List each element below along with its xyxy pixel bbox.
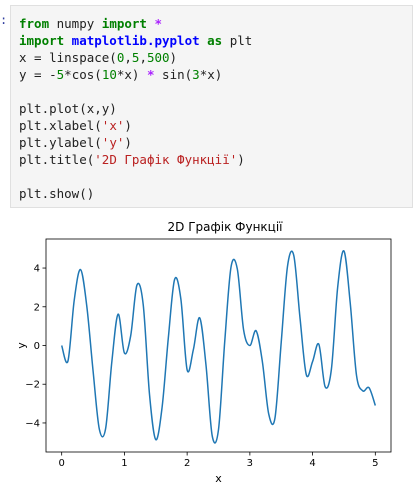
x-tick-label: 5 <box>372 458 378 469</box>
output-area: 2D Графік Функції 0 1 2 3 4 5 −4 −2 0 2 4 x y <box>0 214 414 485</box>
code-token: ) <box>124 118 132 133</box>
code-token: 'x' <box>101 118 125 133</box>
code-token: plt.plot(x,y) <box>19 101 117 116</box>
code-line: import matplotlib.pyplot as plt <box>19 32 252 49</box>
cell-prompt: : <box>0 13 8 27</box>
y-tick-label: 4 <box>34 264 40 275</box>
y-tick-label: −2 <box>25 380 40 391</box>
code-token: *x) <box>116 67 147 82</box>
y-axis-label: y <box>15 342 28 349</box>
code-token: from <box>19 16 50 31</box>
code-token: , <box>124 50 132 65</box>
code-token: , <box>139 50 147 65</box>
code-token: 0 <box>116 50 125 65</box>
code-token: 3 <box>192 67 200 82</box>
code-token: plt.ylabel( <box>19 135 102 150</box>
code-line: y = -5*cos(10*x) * sin(3*x) <box>19 66 252 83</box>
code-token: ) <box>169 50 178 65</box>
code-token: 'y' <box>101 135 125 150</box>
code-line <box>19 168 252 185</box>
code-token: * <box>154 16 163 31</box>
code-token: plt.show() <box>19 186 95 201</box>
code-token: ) <box>124 135 132 150</box>
code-line: from numpy import * <box>19 15 252 32</box>
x-tick-label: 4 <box>309 458 315 469</box>
x-tick-label: 3 <box>247 458 253 469</box>
series-line <box>60 250 377 444</box>
code-token: matplotlib.pyplot <box>64 33 208 48</box>
code-cell[interactable]: from numpy import * import matplotlib.pyp… <box>10 5 413 208</box>
code-token: 500 <box>146 50 170 65</box>
code-token: 5 <box>56 67 65 82</box>
code-token: *cos( <box>64 67 102 82</box>
chart-title: 2D Графік Функції <box>168 220 284 234</box>
x-tick-label: 1 <box>121 458 127 469</box>
code-token: plt.title( <box>19 152 95 167</box>
x-tick-label: 0 <box>58 458 64 469</box>
x-tick-label: 2 <box>184 458 190 469</box>
line-chart: 2D Графік Функції 0 1 2 3 4 5 −4 −2 0 2 4 x y <box>15 220 392 485</box>
code-line: plt.xlabel('x') <box>19 117 252 134</box>
code-line: x = linspace(0,5,500) <box>19 49 252 66</box>
code-token: '2D Графік Функції' <box>94 152 238 167</box>
code-line: plt.show() <box>19 185 252 202</box>
code-token: x = linspace( <box>19 50 117 65</box>
code-token: 5 <box>131 50 140 65</box>
x-axis-label: x <box>215 472 222 484</box>
code-line: plt.ylabel('y') <box>19 134 252 151</box>
code-token: numpy <box>49 16 102 31</box>
y-tick-label: −4 <box>25 418 40 429</box>
code-line: plt.plot(x,y) <box>19 100 252 117</box>
code-token: *x) <box>199 67 223 82</box>
code-token: plt <box>222 33 253 48</box>
code-token: as <box>207 33 223 48</box>
code-token: y = - <box>19 67 57 82</box>
y-tick-label: 2 <box>34 302 40 313</box>
code-token: ) <box>237 152 245 167</box>
code-token: * <box>146 67 155 82</box>
code-token: plt.xlabel( <box>19 118 102 133</box>
code-line: plt.title('2D Графік Функції') <box>19 151 252 168</box>
code-line <box>19 83 252 100</box>
code-token: sin( <box>154 67 193 82</box>
code-token: import <box>101 16 147 31</box>
y-tick-label: 0 <box>34 341 40 352</box>
code-token: 10 <box>101 67 117 82</box>
code-editor[interactable]: from numpy import * import matplotlib.pyp… <box>19 15 252 202</box>
code-token: import <box>19 33 65 48</box>
